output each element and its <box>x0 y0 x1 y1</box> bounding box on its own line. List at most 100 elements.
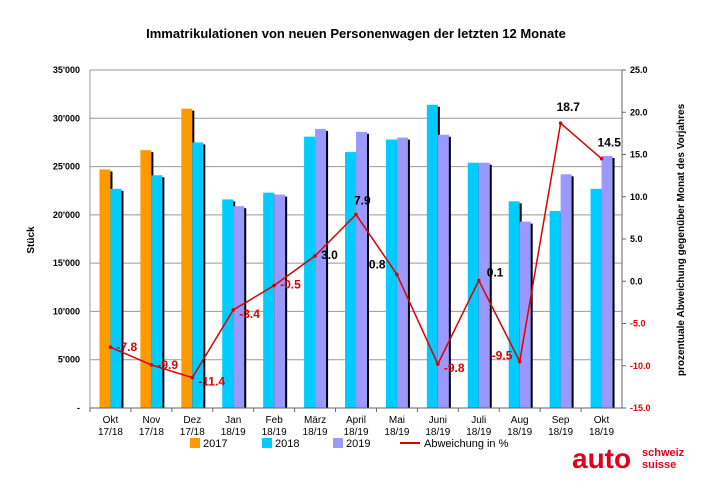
y-tick-label: 15'000 <box>53 258 80 268</box>
bar-2018 <box>549 210 561 408</box>
data-label: -7.8 <box>116 340 137 354</box>
data-label: 0.8 <box>369 257 386 271</box>
line-point <box>272 283 276 288</box>
y2-axis-label: prozentuale Abweichung gegenüber Monat d… <box>676 103 687 376</box>
data-label: 3.0 <box>321 248 338 262</box>
bar-2018 <box>508 201 520 408</box>
data-label: 18.7 <box>557 100 581 114</box>
bar-2018 <box>385 139 397 408</box>
legend-swatch <box>190 438 200 448</box>
x-tick-label-year: 18/19 <box>384 427 409 438</box>
line-point <box>108 345 113 349</box>
y-tick-label: 25'000 <box>53 162 80 172</box>
x-tick-label-year: 18/19 <box>425 427 450 438</box>
y2-tick-label: 20.0 <box>630 107 648 117</box>
x-tick-label-year: 18/19 <box>343 427 368 438</box>
x-tick-label: Juni <box>429 415 447 426</box>
x-tick-label: März <box>304 415 326 426</box>
data-label: -9.9 <box>157 358 178 372</box>
logo-line2: suisse <box>642 459 676 471</box>
bar-2019 <box>519 221 531 408</box>
axes: - 5'000 10'000 15'000 20'000 25'000 30'000 35'0… <box>53 65 651 438</box>
x-tick-label-year: 18/19 <box>262 427 287 438</box>
x-tick-label: Okt <box>594 415 610 426</box>
line-point <box>395 272 399 277</box>
legend-label: 2018 <box>275 438 299 450</box>
x-tick-label-year: 18/19 <box>303 427 328 438</box>
line-point <box>354 212 358 217</box>
x-tick-label: Aug <box>511 415 529 426</box>
legend-label: 2019 <box>346 438 370 450</box>
x-tick-label: Jan <box>225 415 241 426</box>
data-label: 0.1 <box>487 265 504 279</box>
legend: 2017 2018 2019 Abweichung in % <box>190 438 509 450</box>
data-label: -11.4 <box>198 375 225 389</box>
x-tick-label-year: 17/18 <box>180 427 205 438</box>
line-point <box>436 362 440 366</box>
y2-tick-label: -10.0 <box>630 361 651 371</box>
y2-tick-label: 10.0 <box>630 192 648 202</box>
data-label: -9.8 <box>444 361 465 375</box>
x-tick-label-year: 18/19 <box>221 427 246 438</box>
y-tick-label: 35'000 <box>53 65 80 75</box>
logo: auto schweiz suisse <box>572 443 685 474</box>
bar-2018 <box>426 104 438 408</box>
y2-tick-label: 0.0 <box>630 276 643 286</box>
x-tick-label: Sep <box>552 415 570 426</box>
bar-2019 <box>601 155 613 408</box>
y-axis-label: Stück <box>26 226 37 254</box>
bar-2017 <box>140 150 152 408</box>
legend-label: 2017 <box>203 438 227 450</box>
bar-2018 <box>345 152 356 408</box>
line-point <box>476 278 481 283</box>
x-tick-label: Juli <box>471 415 486 426</box>
line-point <box>599 156 604 161</box>
y2-tick-label: 5.0 <box>630 234 643 244</box>
line-point <box>149 363 154 367</box>
bar-2019 <box>437 134 449 408</box>
x-tick-label-year: 18/19 <box>589 427 614 438</box>
data-label: -3.4 <box>239 307 260 321</box>
bar-2018 <box>590 188 602 408</box>
data-label: 7.9 <box>354 193 371 207</box>
x-tick-label-year: 18/19 <box>466 427 491 438</box>
bar-2019 <box>274 194 286 408</box>
bar-2019 <box>478 162 490 408</box>
bar-2018 <box>110 188 122 408</box>
legend-label: Abweichung in % <box>424 438 509 450</box>
chart-title: Immatrikulationen von neuen Personenwage… <box>146 26 566 41</box>
x-tick-label: Okt <box>103 415 119 426</box>
bar-2019 <box>560 174 572 408</box>
bar-2019 <box>396 137 408 408</box>
y-tick-label: 30'000 <box>53 113 80 123</box>
data-label: -9.5 <box>492 349 513 363</box>
logo-line1: schweiz <box>642 447 685 459</box>
data-label: 14.5 <box>598 136 622 150</box>
x-tick-label-year: 17/18 <box>98 427 123 438</box>
x-tick-label-year: 18/19 <box>548 427 573 438</box>
line-point <box>313 254 317 258</box>
bar-2018 <box>467 162 479 408</box>
line-series: -7.8 -9.9 -11.4 -3.4 -0.5 3.0 7.9 0.8 -9.8 0.1 -9.… <box>108 100 622 389</box>
x-tick-label: April <box>346 415 366 426</box>
y2-tick-label: -15.0 <box>630 403 651 413</box>
y2-tick-label: 15.0 <box>630 150 648 160</box>
y-tick-label: 5'000 <box>58 355 80 365</box>
bar-2019 <box>315 128 327 408</box>
legend-swatch <box>262 438 272 448</box>
x-tick-label-year: 18/19 <box>507 427 532 438</box>
data-label: -0.5 <box>280 277 301 291</box>
legend-swatch <box>333 438 343 448</box>
y-tick-label: 20'000 <box>53 210 80 220</box>
bar-2018 <box>192 142 204 408</box>
bar-2018 <box>304 136 316 409</box>
line-point <box>231 308 236 312</box>
y-tick-label: - <box>77 403 80 413</box>
bar-2019 <box>356 131 367 408</box>
x-tick-label: Nov <box>142 415 160 426</box>
y2-tick-label: -5.0 <box>630 319 646 329</box>
bar-2017 <box>181 108 193 408</box>
line-point <box>190 375 195 380</box>
